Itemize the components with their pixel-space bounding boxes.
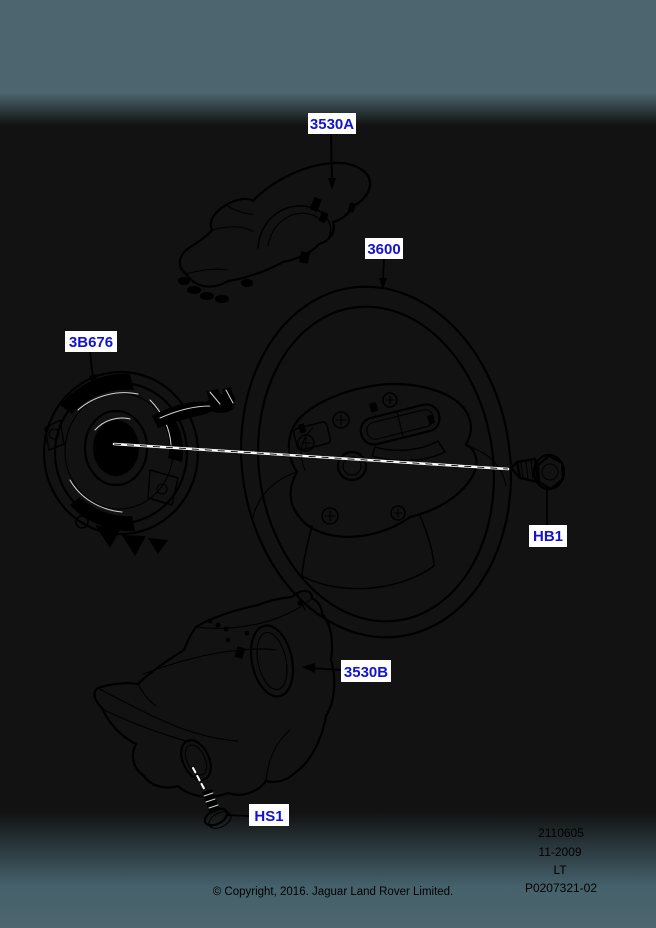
plate-info-block: 2110605 11-2009 LT P0207321-02 — [525, 826, 597, 895]
callout-HS1-label[interactable]: HS1 — [254, 808, 283, 825]
screw-bosses — [297, 392, 406, 525]
alignment-leader-line — [109, 440, 510, 471]
copyright-text: © Copyright, 2016. Jaguar Land Rover Lim… — [213, 886, 454, 898]
plate-number-text: P0207321-02 — [525, 881, 597, 895]
callout-3530A-label[interactable]: 3530A — [310, 116, 354, 133]
callout-HS1[interactable]: HS1 — [249, 804, 289, 826]
market-code-text: LT — [553, 863, 567, 877]
date-text: 11-2009 — [538, 845, 581, 859]
upper-column-shroud-drawing — [178, 161, 372, 303]
callout-HB1-label[interactable]: HB1 — [533, 528, 563, 545]
callout-3530A[interactable]: 3530A — [308, 113, 356, 134]
steering-wheel-drawing — [239, 285, 513, 639]
callout-3B676[interactable]: 3B676 — [65, 331, 117, 352]
callout-3600-label[interactable]: 3600 — [367, 241, 400, 258]
callout-3530B[interactable]: 3530B — [341, 660, 391, 682]
hex-bolt-drawing — [509, 453, 566, 491]
callout-3600[interactable]: 3600 — [365, 238, 403, 259]
callout-3530B-label[interactable]: 3530B — [344, 664, 388, 681]
callout-3B676-label[interactable]: 3B676 — [69, 334, 113, 351]
doc-number-text: 2110605 — [538, 826, 584, 840]
clockspring-drawing — [42, 370, 236, 556]
callout-leader-lines — [89, 133, 548, 817]
callout-HB1[interactable]: HB1 — [529, 525, 567, 547]
lower-column-shroud-drawing — [93, 589, 336, 798]
